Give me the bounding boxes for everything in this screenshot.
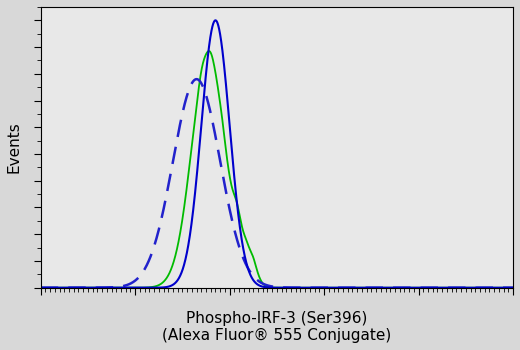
X-axis label: Phospho-IRF-3 (Ser396)
(Alexa Fluor® 555 Conjugate): Phospho-IRF-3 (Ser396) (Alexa Fluor® 555… (162, 311, 392, 343)
Y-axis label: Events: Events (7, 121, 22, 173)
